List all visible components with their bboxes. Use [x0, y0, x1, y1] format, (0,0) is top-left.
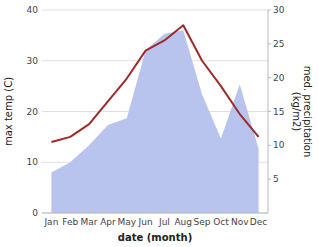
grid-line — [42, 10, 268, 11]
chart-container: 0 10 20 30 40 5 10 15 20 25 30 Jan FebMarAprMayJun Ju… — [0, 0, 318, 247]
y-tick-label: 30 — [27, 56, 39, 66]
y2-tick-label: 30 — [273, 5, 285, 15]
y-tick-label: 40 — [27, 5, 39, 15]
x-tick-label: Feb — [62, 217, 78, 227]
y2-tick — [268, 179, 271, 180]
y-tick-label: 10 — [27, 157, 39, 167]
x-axis-title: date (month) — [118, 232, 192, 243]
x-tick-label: Oct — [213, 217, 229, 227]
x-tick-label: Jul — [158, 217, 170, 227]
y2-axis-title-line: (kg/m2) — [291, 92, 302, 132]
chart: 0 10 20 30 40 5 10 15 20 25 30 Jan FebMarAprMayJun Ju… — [0, 0, 318, 247]
y-tick-label: 20 — [27, 107, 39, 117]
y2-tick — [268, 10, 271, 11]
y2-tick — [268, 77, 271, 78]
y2-tick-label: 20 — [273, 73, 285, 83]
x-tick-label: Dec — [250, 217, 267, 227]
x-tick-label: Jan — [43, 217, 58, 227]
y2-axis-title: med. precipitation(kg/m2) — [291, 66, 314, 158]
y2-axis-title-line: med. precipitation — [302, 66, 313, 158]
area — [51, 30, 258, 213]
y-tick-label: 0 — [32, 208, 38, 218]
series-group — [51, 25, 258, 213]
x-tick-label: Aug — [174, 217, 192, 227]
x-tick-label: May — [117, 217, 136, 227]
y2-tick-label: 15 — [273, 107, 284, 117]
y2-tick — [268, 111, 271, 112]
grid-line — [42, 213, 268, 214]
y2-tick — [268, 43, 271, 44]
y2-tick — [268, 145, 271, 146]
y2-tick-label: 25 — [273, 39, 284, 49]
x-tick-label: Apr — [100, 217, 116, 227]
y2-tick-label: 10 — [273, 140, 285, 150]
line — [51, 25, 258, 142]
x-tick-label: Nov — [231, 217, 249, 227]
y-axis-title: max temp (C) — [3, 77, 14, 146]
x-tick-label: Mar — [81, 217, 98, 227]
x-axis-line — [42, 213, 268, 214]
y2-tick-label: 5 — [273, 174, 279, 184]
x-tick-label: Sep — [194, 217, 211, 227]
x-tick-label: Jun — [138, 217, 153, 227]
